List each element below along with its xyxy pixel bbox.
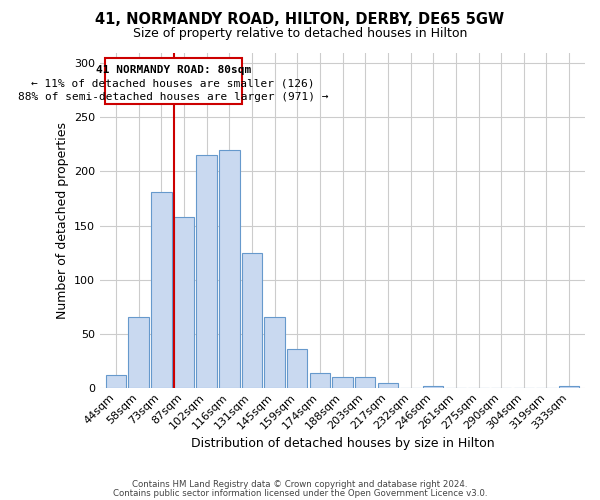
Bar [151,192,172,388]
Bar [332,377,353,388]
Bar [265,318,285,388]
Bar [378,384,398,388]
Bar [106,374,126,388]
Text: Contains public sector information licensed under the Open Government Licence v3: Contains public sector information licen… [113,488,487,498]
Text: 88% of semi-detached houses are larger (971) →: 88% of semi-detached houses are larger (… [18,92,328,102]
Text: 41, NORMANDY ROAD, HILTON, DERBY, DE65 5GW: 41, NORMANDY ROAD, HILTON, DERBY, DE65 5… [95,12,505,28]
Y-axis label: Number of detached properties: Number of detached properties [56,122,68,318]
Bar [196,155,217,388]
Text: Contains HM Land Registry data © Crown copyright and database right 2024.: Contains HM Land Registry data © Crown c… [132,480,468,489]
Text: Size of property relative to detached houses in Hilton: Size of property relative to detached ho… [133,28,467,40]
Bar [287,349,307,388]
Text: ← 11% of detached houses are smaller (126): ← 11% of detached houses are smaller (12… [31,79,315,89]
Bar [559,386,580,388]
Bar [174,217,194,388]
Bar [219,150,239,388]
Bar [310,372,330,388]
Text: 41 NORMANDY ROAD: 80sqm: 41 NORMANDY ROAD: 80sqm [95,65,251,75]
Bar [242,252,262,388]
X-axis label: Distribution of detached houses by size in Hilton: Distribution of detached houses by size … [191,437,494,450]
Bar [423,386,443,388]
Bar [128,318,149,388]
FancyBboxPatch shape [105,58,242,104]
Bar [355,377,376,388]
